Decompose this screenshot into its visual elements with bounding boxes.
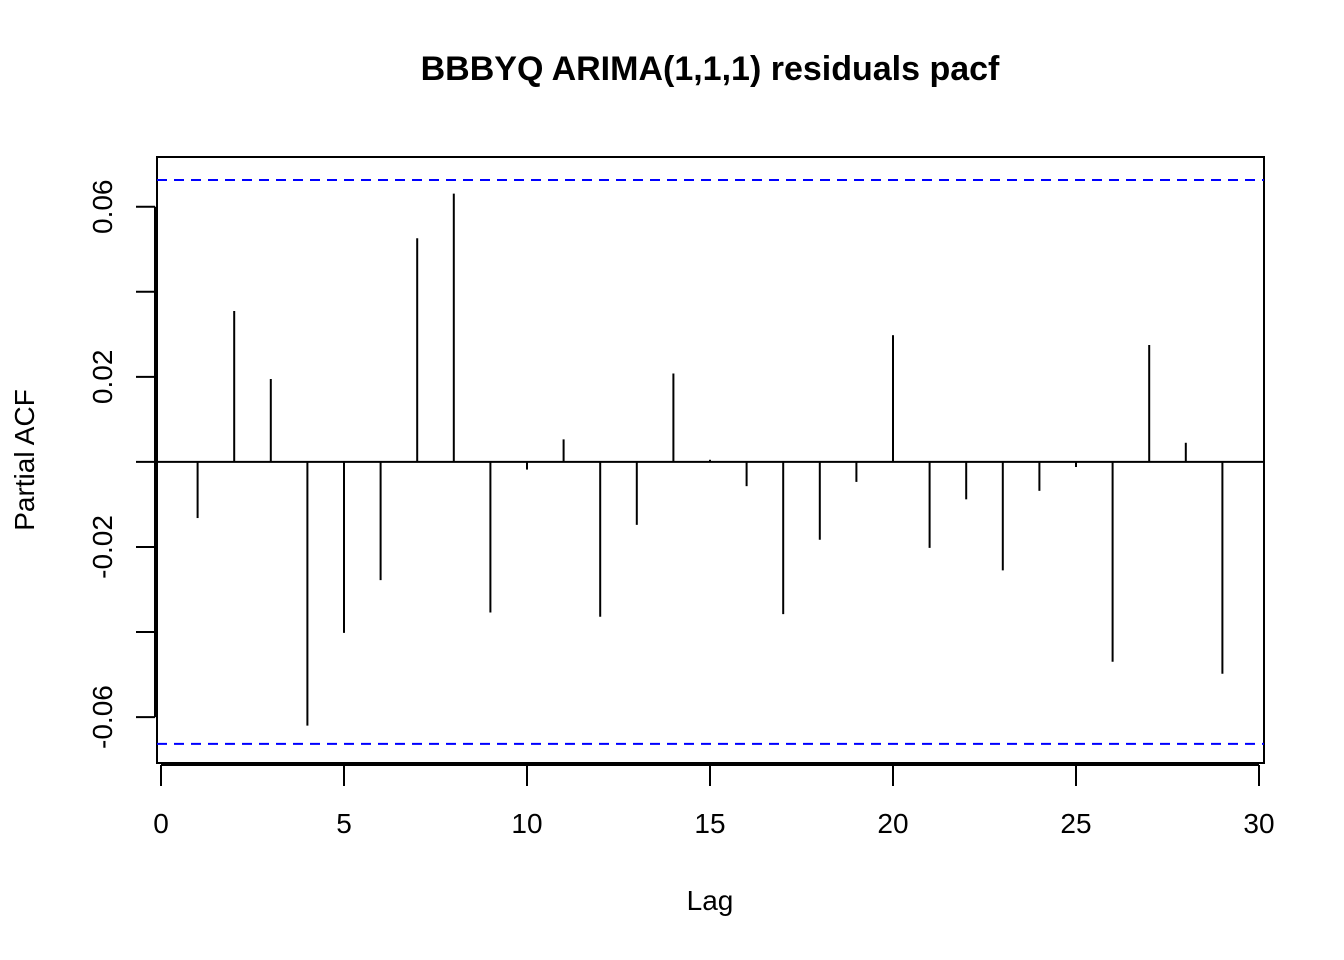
x-tick-label: 30 — [1243, 808, 1274, 839]
x-axis: 0 5 10 15 20 25 30 — [153, 764, 1275, 839]
pacf-bars — [196, 193, 1224, 726]
y-axis-label: Partial ACF — [9, 389, 40, 531]
confidence-bounds — [157, 178, 1264, 745]
x-tick-label: 10 — [511, 808, 542, 839]
y-tick-label: -0.06 — [87, 685, 118, 749]
x-tick-label: 0 — [153, 808, 169, 839]
plot-frame — [156, 156, 1265, 764]
x-tick-label: 5 — [336, 808, 352, 839]
y-tick-label: -0.02 — [87, 515, 118, 579]
y-tick-label: 0.02 — [87, 350, 118, 405]
x-tick-label: 25 — [1060, 808, 1091, 839]
y-tick-label: 0.06 — [87, 180, 118, 235]
chart-title: BBBYQ ARIMA(1,1,1) residuals pacf — [421, 50, 1000, 88]
x-axis-label: Lag — [687, 885, 734, 916]
x-tick-label: 15 — [694, 808, 725, 839]
x-tick-label: 20 — [877, 808, 908, 839]
y-axis: -0.06 -0.02 0.02 0.06 — [87, 180, 156, 749]
